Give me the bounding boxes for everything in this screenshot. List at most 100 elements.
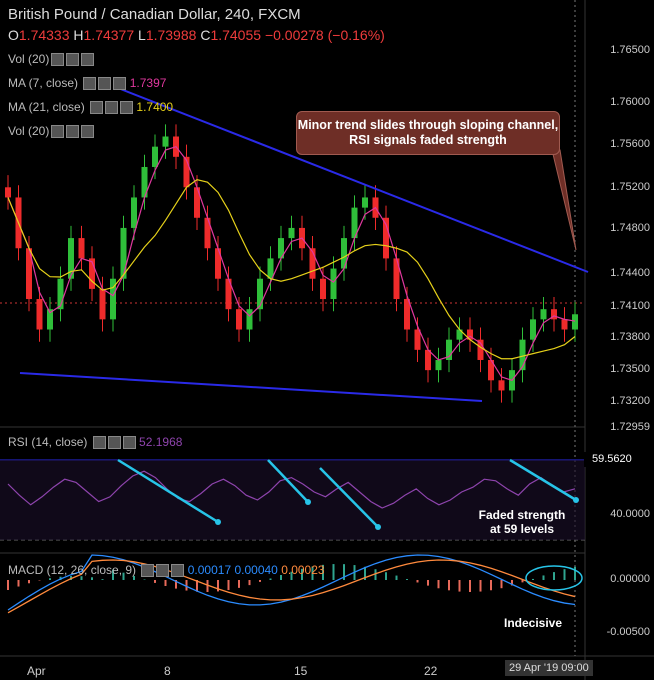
eye-icon[interactable] [51, 125, 65, 139]
candle-body [236, 309, 242, 330]
candle-body [467, 329, 473, 340]
gear-icon[interactable] [156, 564, 170, 578]
change-value: −0.00278 (−0.16%) [264, 27, 385, 43]
rsi-arrow [319, 467, 379, 528]
candle-body [36, 299, 43, 330]
rsi-arrow-head [215, 519, 221, 525]
date-text: 29 Apr '19 [509, 662, 559, 674]
price-tick-label: 1.74400 [610, 267, 650, 279]
rsi-axis-tag: 59.5620 [584, 452, 654, 467]
close-key: C [200, 27, 211, 43]
candle-body [330, 268, 337, 300]
rsi-arrow [117, 458, 219, 524]
gear-icon[interactable] [105, 101, 119, 115]
callout-pointer [551, 149, 577, 251]
lower-trendline [19, 372, 483, 402]
time-label-8: 8 [164, 664, 171, 678]
low-key: L [138, 27, 146, 43]
time-label-date: 29 Apr '19 09:00 [505, 660, 593, 676]
open-value: 1.74333 [18, 27, 70, 43]
candle-body [194, 187, 200, 218]
vol-indicator-label[interactable]: Vol (20) [8, 52, 95, 67]
eye-icon[interactable] [92, 436, 106, 450]
vol2-indicator-label[interactable]: Vol (20) [8, 124, 95, 139]
candle-body [47, 309, 53, 330]
rsi-indicator-label[interactable]: RSI (14, close) 52.1968 [8, 435, 183, 450]
candle-body [89, 258, 95, 289]
macd-indicator-label[interactable]: MACD (12, 26, close, 9) 0.00017 0.00040 … [8, 563, 325, 578]
candle-body [267, 258, 274, 279]
candle-body [519, 339, 526, 371]
macd-highlight-ellipse [525, 565, 583, 591]
ma21-indicator-label[interactable]: MA (21, close) 1.7400 [8, 100, 173, 115]
candle-body [456, 329, 463, 340]
eye-icon[interactable] [51, 53, 65, 67]
rsi-arrow-head [305, 499, 311, 505]
candle-body [425, 349, 431, 371]
candle-body [57, 278, 64, 310]
rsi-label: RSI (14, close) [8, 435, 88, 449]
vol-label: Vol (20) [8, 52, 50, 66]
candle-body [383, 217, 389, 259]
eye-icon[interactable] [90, 101, 104, 115]
price-tick-label: 1.73500 [610, 363, 650, 375]
ma21-label: MA (21, close) [8, 100, 85, 114]
price-tick-label: 1.75200 [610, 181, 650, 193]
macd-label: MACD (12, 26, close, 9) [8, 563, 137, 577]
rsi-arrow [267, 459, 309, 503]
macd-note: Indecisive [504, 616, 563, 630]
rsi-value: 52.1968 [139, 435, 183, 449]
candle-body [5, 187, 11, 198]
gear-icon[interactable] [66, 125, 80, 139]
candle-body [446, 339, 452, 360]
price-tick-label: 1.73800 [610, 331, 650, 343]
close-icon[interactable] [81, 125, 95, 139]
candle-body [78, 238, 85, 259]
eye-icon[interactable] [83, 77, 97, 91]
candle-body [246, 309, 253, 330]
vol2-label: Vol (20) [8, 124, 50, 138]
ma7-line [7, 145, 576, 382]
candle-body [278, 238, 284, 259]
candle-body [404, 299, 410, 330]
close-value: 1.74055 [210, 27, 262, 43]
time-text: 09:00 [561, 662, 589, 674]
candle-body [288, 227, 295, 239]
candle-body [257, 278, 263, 310]
rsi-arrow-head [375, 524, 381, 530]
candle-body [141, 166, 148, 198]
close-icon[interactable] [81, 53, 95, 67]
candle-body [341, 238, 347, 269]
price-tick-label: 1.75600 [610, 138, 650, 150]
candle-body [551, 309, 557, 320]
open-key: O [8, 27, 19, 43]
gear-icon[interactable] [66, 53, 80, 67]
price-tick-label: 1.73200 [610, 395, 650, 407]
ma21-line [7, 179, 576, 360]
close-icon[interactable] [113, 77, 127, 91]
close-icon[interactable] [122, 436, 136, 450]
macd-value-1: 0.00017 [187, 563, 232, 577]
time-label-22: 22 [424, 664, 438, 678]
gear-icon[interactable] [107, 436, 121, 450]
ma7-indicator-label[interactable]: MA (7, close) 1.7397 [8, 76, 166, 91]
close-icon[interactable] [171, 564, 185, 578]
macd-value-2: 0.00040 [234, 563, 278, 577]
candle-body [572, 314, 578, 330]
candle-body [68, 238, 74, 279]
close-icon[interactable] [120, 101, 134, 115]
price-tick-label: 1.72959 [610, 421, 650, 433]
candle-body [561, 319, 568, 330]
signal-line [7, 559, 576, 614]
candle-body [99, 288, 106, 320]
candle-body [393, 258, 400, 300]
eye-icon[interactable] [141, 564, 155, 578]
candle-body [498, 380, 505, 391]
candle-body [320, 278, 326, 300]
trend-callout: Minor trend slides through sloping chann… [296, 111, 560, 155]
gear-icon[interactable] [98, 77, 112, 91]
ma7-label: MA (7, close) [8, 76, 79, 90]
candle-body [488, 359, 494, 381]
candle-body [362, 197, 368, 208]
